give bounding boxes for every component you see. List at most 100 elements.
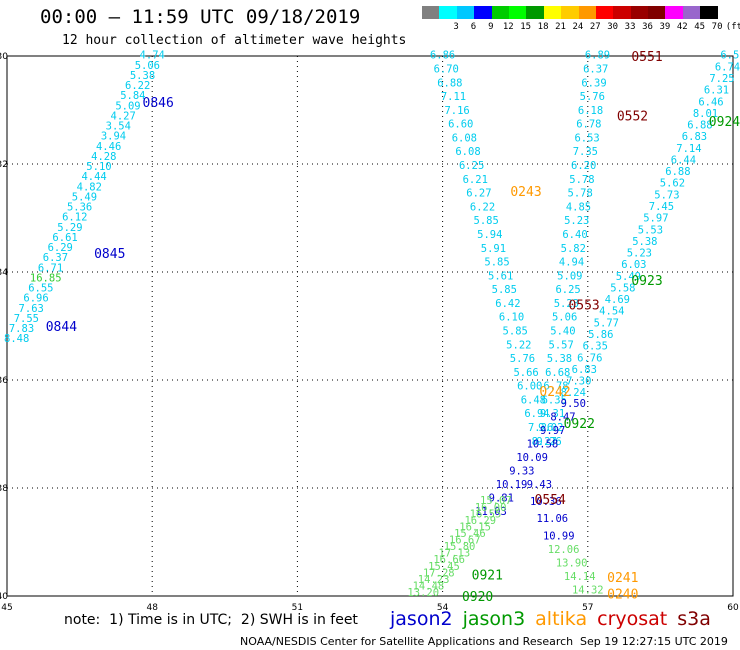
data-label: 5.23 (627, 248, 652, 260)
color-swatch (508, 6, 527, 19)
data-label: 6.37 (43, 252, 68, 264)
data-label: 5.22 (506, 339, 531, 351)
data-label: 7.45 (649, 201, 674, 213)
data-label: 6.22 (470, 201, 495, 213)
x-tick-label: 60 (727, 603, 739, 613)
data-label: 7.26 (528, 422, 553, 434)
data-label: 9.26 (536, 436, 561, 448)
pass-time-label: 0844 (46, 320, 77, 335)
data-label: 5.38 (632, 236, 657, 248)
data-label: 4.27 (111, 110, 136, 122)
data-label: 9.97 (540, 425, 565, 437)
pass-time-label: 0920 (462, 590, 493, 605)
data-label: 6.08 (455, 146, 480, 158)
data-label: 6.83 (572, 364, 597, 376)
color-scale-label: 36 (642, 22, 653, 32)
color-scale-bar (422, 6, 718, 19)
note-text: note: 1) Time is in UTC; 2) SWH is in fe… (64, 612, 358, 628)
data-label: 6.22 (125, 80, 150, 92)
legend-entry: cryosat (597, 608, 668, 630)
data-label: 6.60 (448, 119, 473, 131)
data-label: 6.35 (583, 341, 608, 353)
data-label: 4.44 (81, 171, 106, 183)
data-label: 17.13 (439, 548, 471, 560)
data-label: 15.45 (428, 561, 460, 573)
data-label: 6.25 (555, 284, 580, 296)
data-label: 8.24 (561, 387, 586, 399)
x-tick-label: 45 (1, 603, 12, 613)
data-label: 5.76 (580, 91, 605, 103)
data-label: 13.20 (407, 587, 439, 599)
data-label: 5.53 (638, 224, 663, 236)
color-scale-label: 24 (572, 22, 584, 32)
data-label: 12.06 (548, 544, 580, 556)
data-label: 6.37 (583, 63, 608, 75)
data-label: 6.10 (499, 312, 524, 324)
data-label: 17.28 (423, 567, 455, 579)
data-label: 6.96 (23, 293, 48, 305)
data-label: 16.66 (433, 554, 465, 566)
data-label: 9.43 (527, 479, 552, 491)
color-scale-label: 6 (470, 22, 477, 32)
data-label: 7.11 (441, 91, 466, 103)
data-label: 5.85 (492, 284, 517, 296)
pass-time-label: 0923 (631, 274, 662, 289)
data-label: 6.61 (52, 232, 77, 244)
data-label: 9.33 (509, 466, 534, 478)
color-swatch (491, 6, 509, 19)
data-label: 5.84 (120, 90, 145, 102)
color-swatch (526, 6, 544, 19)
data-label: 7.30 (566, 376, 591, 388)
data-label: 15.07 (480, 495, 512, 507)
data-label: 4.94 (559, 257, 584, 269)
data-label: 5.49 (72, 191, 97, 203)
data-label: 6.76 (577, 352, 602, 364)
data-label: 5.85 (474, 215, 499, 227)
data-label: 5.62 (660, 178, 685, 190)
data-label: 8.01 (693, 108, 718, 120)
data-label: 5.38 (547, 353, 572, 365)
color-swatch (578, 6, 596, 19)
data-label: 5.38 (130, 70, 155, 82)
data-label: 5.29 (57, 222, 82, 234)
color-swatch (456, 6, 475, 19)
data-label: 6.57 (720, 50, 740, 62)
color-scale-label: 42 (676, 22, 688, 32)
data-label: 7.63 (19, 303, 44, 315)
data-label: 6.08 (452, 132, 477, 144)
data-label: 6.46 (698, 96, 723, 108)
pass-time-label: 0242 (539, 385, 570, 400)
y-tick-label: -38 (0, 484, 8, 494)
data-label: 6.86 (430, 50, 455, 62)
data-label: 5.76 (510, 353, 535, 365)
data-label: 6.44 (671, 154, 696, 166)
data-label: 5.36 (67, 202, 92, 214)
data-label: 5.82 (561, 243, 586, 255)
data-label: 6.70 (434, 63, 459, 75)
color-swatch (561, 6, 579, 19)
pass-time-label: 0921 (472, 568, 503, 583)
data-label: 6.88 (665, 166, 690, 178)
data-label: 8.27 (532, 436, 557, 448)
data-label: 6.12 (62, 212, 87, 224)
data-label: 6.00 (517, 381, 542, 393)
legend-entry: jason2 (390, 608, 453, 630)
color-swatch (665, 6, 683, 19)
data-label: 9.50 (561, 398, 586, 410)
color-swatch (630, 6, 649, 19)
chart-subtitle: 12 hour collection of altimeter wave hei… (62, 33, 407, 48)
pass-time-label: 0922 (564, 417, 595, 432)
legend: jason2 jason3 altika cryosat s3a (390, 608, 721, 630)
color-swatch (613, 6, 631, 19)
data-label: 14.23 (418, 574, 450, 586)
data-label: 4.46 (96, 141, 121, 153)
data-label: 5.85 (484, 257, 509, 269)
pass-time-label: 0846 (143, 96, 174, 111)
data-label: 6.29 (48, 242, 73, 254)
data-label: 6.20 (571, 160, 596, 172)
color-scale-label: 39 (659, 22, 671, 32)
color-scale-label: 18 (537, 22, 549, 32)
data-label: 5.23 (554, 298, 579, 310)
pass-time-label: 0551 (631, 50, 662, 65)
